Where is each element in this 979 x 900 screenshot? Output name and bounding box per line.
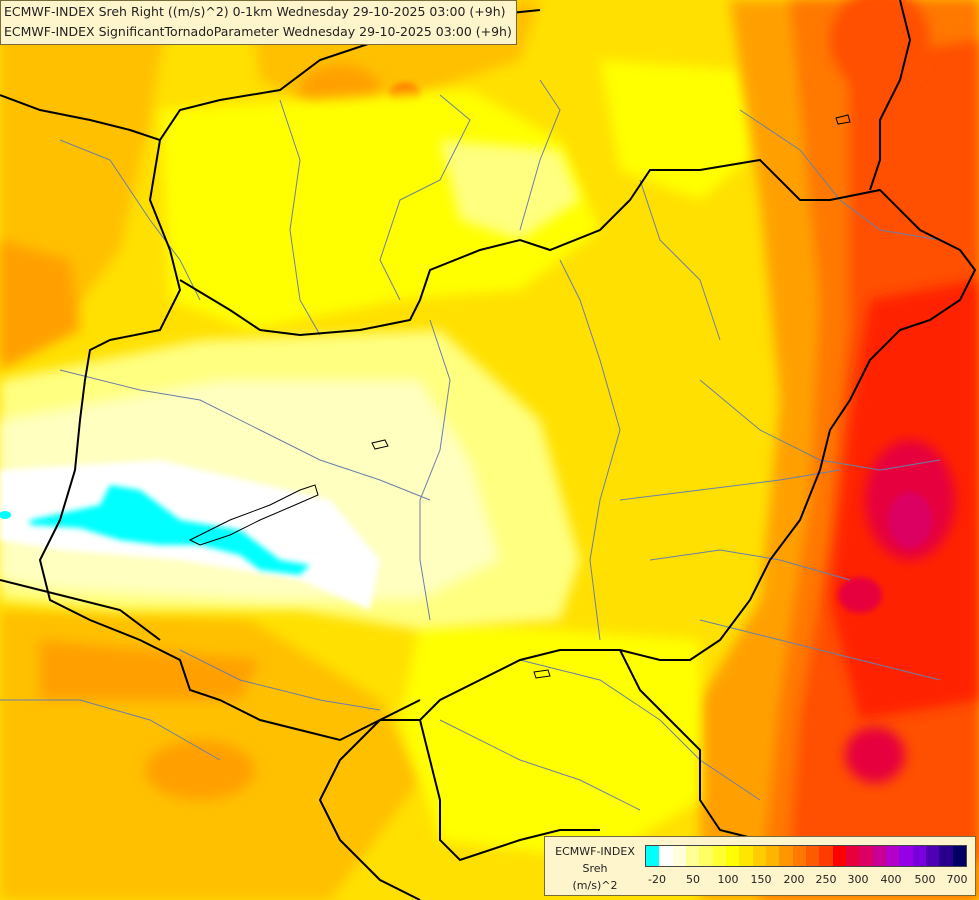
legend-swatch [885,846,900,866]
river-line [59,369,431,501]
legend-swatch [899,846,913,866]
legend-tick-label: -20 [648,873,666,886]
river-line [739,109,941,241]
legend-tick-label: 400 [880,873,902,886]
map-title-line-2: ECMWF-INDEX SignificantTornadoParameter … [4,24,512,39]
river-line [439,719,641,811]
field-cyan-edge [0,511,11,519]
legend-tick-labels: -20 50 100 150 200 250 300 400 500 700 [645,873,967,889]
legend-color-bar [645,845,967,867]
legend-label-parameter: Sreh [582,862,608,875]
lake-outline [835,114,851,125]
river-line [0,699,221,761]
legend-label-model: ECMWF-INDEX [555,845,635,858]
legend-swatch [912,846,926,866]
river-line [559,259,621,641]
legend-swatch [939,846,953,866]
lake-outline [533,669,551,679]
legend-tick-label: 500 [914,873,936,886]
lake-outline [371,439,389,450]
legend-swatch [646,846,660,866]
legend-swatch [845,846,860,866]
field-magenta-core [888,492,932,548]
river-line [179,649,381,711]
river-line [519,79,561,231]
river-line [419,319,451,621]
field-south-yellow [400,620,700,860]
field-crimson-south [845,727,905,783]
legend-swatch [699,846,713,866]
river-line [519,659,761,801]
field-ne-yellow [600,60,760,200]
legend-swatch [832,846,846,866]
legend-swatch [739,846,753,866]
river-line [639,179,721,341]
legend-swatch [925,846,940,866]
country-border [318,719,421,900]
field-crimson-spot [838,577,882,613]
legend-tick-label: 100 [717,873,739,886]
river-line [699,619,941,681]
legend-tick-label: 200 [783,873,805,886]
river-line [59,139,201,301]
legend-swatch [685,846,700,866]
legend-tick-label: 150 [750,873,772,886]
country-border [179,158,977,862]
map-title-line-1: ECMWF-INDEX Sreh Right ((m/s)^2) 0-1km W… [4,4,506,19]
legend-swatch [765,846,780,866]
country-border [869,0,912,191]
lake-outline [188,484,319,546]
river-layer [0,79,941,811]
legend-swatch [725,846,740,866]
country-border [0,94,421,742]
river-line [279,99,321,336]
color-legend: ECMWF-INDEX Sreh (m/s)^2 -20 50 100 150 200 2… [544,836,976,896]
river-line [379,94,471,301]
legend-swatch [672,846,686,866]
legend-tick-label: 300 [847,873,869,886]
field-west-darker [0,240,80,370]
legend-swatch [859,846,873,866]
field-south-spot [145,740,255,800]
legend-label-unit: (m/s)^2 [572,879,618,892]
legend-swatch [752,846,766,866]
legend-tick-label: 50 [686,873,700,886]
river-line [699,379,941,471]
country-border [0,579,161,641]
field-south-band [40,640,260,700]
legend-tick-label: 700 [946,873,968,886]
river-line [649,549,851,581]
river-line [619,469,841,501]
legend-swatch [952,846,966,866]
legend-swatch [819,846,833,866]
country-border [619,649,761,841]
legend-tick-label: 250 [815,873,837,886]
legend-swatch [872,846,886,866]
legend-swatch [779,846,793,866]
legend-swatch [712,846,726,866]
field-cyan-region [30,485,310,575]
legend-swatch [792,846,806,866]
field-light-spot [440,140,580,240]
map-title-box: ECMWF-INDEX Sreh Right ((m/s)^2) 0-1km W… [0,0,517,45]
legend-swatch [659,846,673,866]
legend-swatch [805,846,820,866]
